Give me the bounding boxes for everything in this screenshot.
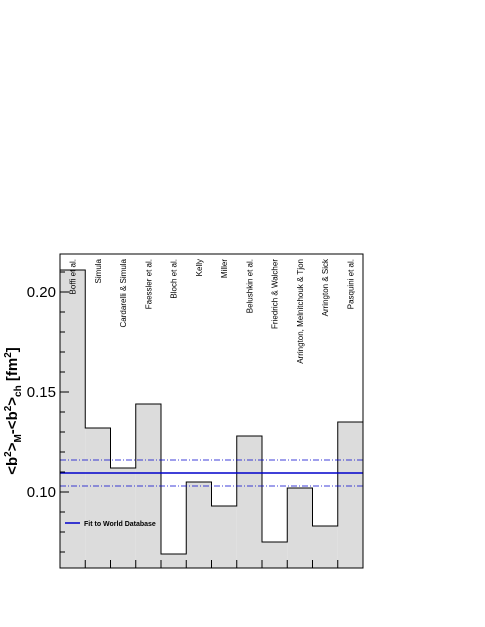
- bar-6: [211, 506, 237, 568]
- bar-5: [186, 482, 212, 568]
- category-label-2: Cardarelli & Simula: [119, 258, 128, 327]
- bar-2: [110, 468, 136, 568]
- bar-7: [236, 436, 262, 568]
- bar-4: [161, 554, 187, 568]
- category-labels: Boffi et al. Simula Cardarelli & Simula Fae…: [69, 258, 356, 364]
- category-label-9: Arrington, Melnitchouk & Tjon: [296, 259, 305, 364]
- category-label-0: Boffi et al.: [69, 259, 78, 294]
- bar-1: [85, 428, 111, 568]
- bar-0: [60, 270, 86, 568]
- y-axis: 0.10 0.15 0.20: [27, 271, 69, 553]
- y-tick-label: 0.10: [27, 484, 56, 501]
- category-label-10: Arrington & Sick: [321, 258, 330, 316]
- legend-label: Fit to World Database: [84, 521, 156, 528]
- category-label-11: Pasquini et al.: [346, 259, 355, 309]
- fit-lines: [60, 459, 363, 487]
- category-label-6: Miller: [220, 259, 229, 278]
- bar-outline: [59, 269, 364, 568]
- category-label-8: Friedrich & Walcher: [271, 259, 280, 329]
- category-label-4: Bloch et al.: [170, 259, 179, 299]
- y-axis-title: <b2>M-<b2>ch [fm2]: [3, 347, 24, 475]
- bar-11: [337, 422, 363, 568]
- category-label-5: Kelly: [195, 259, 204, 276]
- bar-9: [287, 488, 313, 568]
- category-label-3: Faessler et al.: [144, 259, 153, 309]
- y-tick-label: 0.15: [27, 384, 56, 401]
- bar-series: [59, 269, 364, 568]
- category-label-1: Simula: [94, 258, 103, 283]
- x-axis: [84, 560, 339, 568]
- category-label-7: Belushkin et al.: [245, 259, 254, 313]
- legend: Fit to World Database: [65, 521, 156, 528]
- bar-8: [262, 542, 288, 568]
- bar-10: [312, 526, 338, 568]
- y-tick-label: 0.20: [27, 284, 56, 301]
